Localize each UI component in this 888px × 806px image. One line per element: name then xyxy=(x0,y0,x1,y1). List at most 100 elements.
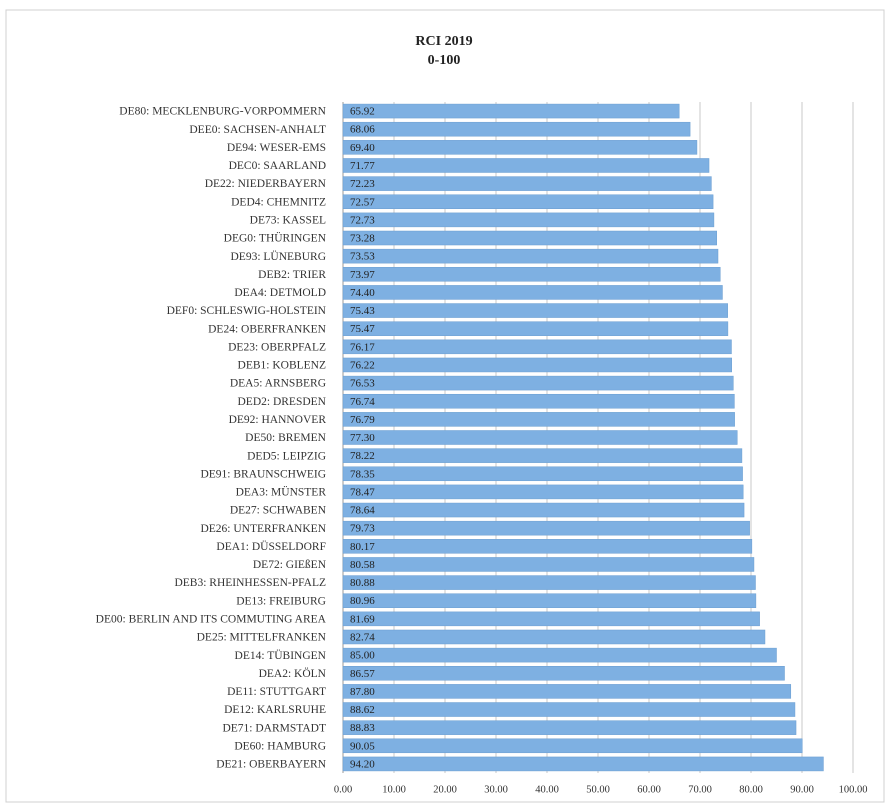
value-label: 72.23 xyxy=(350,178,375,190)
value-label: 80.58 xyxy=(350,559,375,571)
bar xyxy=(342,412,735,427)
x-tick-label: 50.00 xyxy=(586,784,610,795)
y-tick-label: DE24: OBERFRANKEN xyxy=(208,323,327,335)
value-label: 75.47 xyxy=(350,323,375,335)
y-tick-label: DE27: SCHWABEN xyxy=(230,505,327,517)
x-tick-label: 70.00 xyxy=(688,784,712,795)
value-label: 68.06 xyxy=(350,124,375,136)
value-label: 72.73 xyxy=(350,214,375,226)
bar xyxy=(342,140,698,155)
bar xyxy=(342,484,744,500)
value-label: 82.74 xyxy=(350,632,375,644)
y-tick-label: DE91: BRAUNSCHWEIG xyxy=(200,468,326,480)
value-label: 76.17 xyxy=(350,341,375,353)
bar xyxy=(342,375,734,391)
value-label: 78.22 xyxy=(350,450,375,462)
y-tick-label: DE71: DARMSTADT xyxy=(222,722,326,734)
value-label: 88.62 xyxy=(350,704,375,716)
value-label: 76.22 xyxy=(350,359,375,371)
y-tick-label: DED4: CHEMNITZ xyxy=(231,196,326,208)
value-label: 94.20 xyxy=(350,758,375,770)
bar xyxy=(342,502,745,518)
bar xyxy=(342,285,723,300)
bar xyxy=(342,103,680,119)
y-tick-label: DE12: KARLSRUHE xyxy=(224,704,326,716)
value-label: 69.40 xyxy=(350,142,375,154)
bar xyxy=(342,121,691,137)
value-label: 78.64 xyxy=(350,505,375,517)
value-label: 76.74 xyxy=(350,396,375,408)
x-tick-label: 80.00 xyxy=(739,784,763,795)
value-label: 65.92 xyxy=(350,106,375,118)
y-tick-label: DE14: TÜBINGEN xyxy=(235,648,327,662)
x-tick-label: 60.00 xyxy=(637,784,661,795)
y-tick-label: DE73: KASSEL xyxy=(250,215,326,227)
value-label: 78.47 xyxy=(350,486,375,498)
bar xyxy=(342,158,710,173)
y-tick-label: DEB2: TRIER xyxy=(258,269,326,281)
value-label: 81.69 xyxy=(350,613,375,625)
y-tick-label: DED5: LEIPZIG xyxy=(247,450,326,462)
value-label: 80.88 xyxy=(350,577,375,589)
bar xyxy=(342,267,721,282)
y-tick-label: DE26: UNTERFRANKEN xyxy=(200,523,326,535)
bar xyxy=(342,738,803,754)
y-tick-label: DE22: NIEDERBAYERN xyxy=(205,178,327,190)
value-label: 73.28 xyxy=(350,233,375,245)
value-label: 73.97 xyxy=(350,269,375,281)
chart-subtitle: 0-100 xyxy=(428,53,461,68)
bar xyxy=(342,357,732,373)
value-label: 76.53 xyxy=(350,378,375,390)
y-tick-label: DE80: MECKLENBURG-VORPOMMERN xyxy=(119,106,326,118)
y-tick-label: DEB1: KOBLENZ xyxy=(238,360,326,372)
y-tick-label: DE92: HANNOVER xyxy=(229,414,327,426)
chart-title: RCI 2019 xyxy=(415,34,472,49)
y-tick-label: DEA4: DETMOLD xyxy=(234,287,326,299)
value-label: 72.57 xyxy=(350,196,375,208)
y-tick-label: DE21: OBERBAYERN xyxy=(216,759,326,771)
bar xyxy=(342,321,729,336)
value-label: 75.43 xyxy=(350,305,375,317)
y-tick-label: DE93: LÜNEBURG xyxy=(230,249,326,263)
x-tick-label: 40.00 xyxy=(535,784,559,795)
y-tick-label: DE60: HAMBURG xyxy=(234,740,326,752)
value-label: 71.77 xyxy=(350,160,375,172)
chart-frame xyxy=(5,9,885,803)
bar xyxy=(342,557,755,572)
bar xyxy=(342,539,753,554)
value-label: 88.83 xyxy=(350,722,375,734)
y-tick-label: DEF0: SCHLESWIG-HOLSTEIN xyxy=(167,305,327,317)
value-label: 79.73 xyxy=(350,523,375,535)
value-label: 78.35 xyxy=(350,468,375,480)
x-tick-label: 0.00 xyxy=(334,784,352,795)
x-tick-label: 30.00 xyxy=(484,784,508,795)
bar xyxy=(342,339,732,355)
value-label: 77.30 xyxy=(350,432,375,444)
bar xyxy=(342,647,777,663)
y-tick-label: DE25: MITTELFRANKEN xyxy=(197,632,327,644)
y-tick-label: DE11: STUTTGART xyxy=(227,686,326,698)
bar xyxy=(342,230,717,246)
bar xyxy=(342,212,715,228)
bar xyxy=(342,520,750,536)
bar xyxy=(342,702,796,717)
value-label: 73.53 xyxy=(350,251,375,263)
x-tick-label: 90.00 xyxy=(790,784,814,795)
y-tick-label: DE94: WESER-EMS xyxy=(227,142,326,154)
bar xyxy=(342,575,756,590)
value-label: 80.17 xyxy=(350,541,375,553)
bar xyxy=(342,176,712,191)
bar xyxy=(342,393,735,409)
value-label: 90.05 xyxy=(350,740,375,752)
value-label: 76.79 xyxy=(350,414,375,426)
x-tick-label: 100.00 xyxy=(839,784,868,795)
bar xyxy=(342,466,743,482)
y-tick-label: DE13: FREIBURG xyxy=(236,595,326,607)
bar xyxy=(342,303,728,318)
bar xyxy=(342,666,785,681)
y-tick-label: DE72: GIEßEN xyxy=(253,559,327,571)
bar xyxy=(342,430,738,445)
value-label: 80.96 xyxy=(350,595,375,607)
y-tick-label: DEB3: RHEINHESSEN-PFALZ xyxy=(174,577,326,589)
